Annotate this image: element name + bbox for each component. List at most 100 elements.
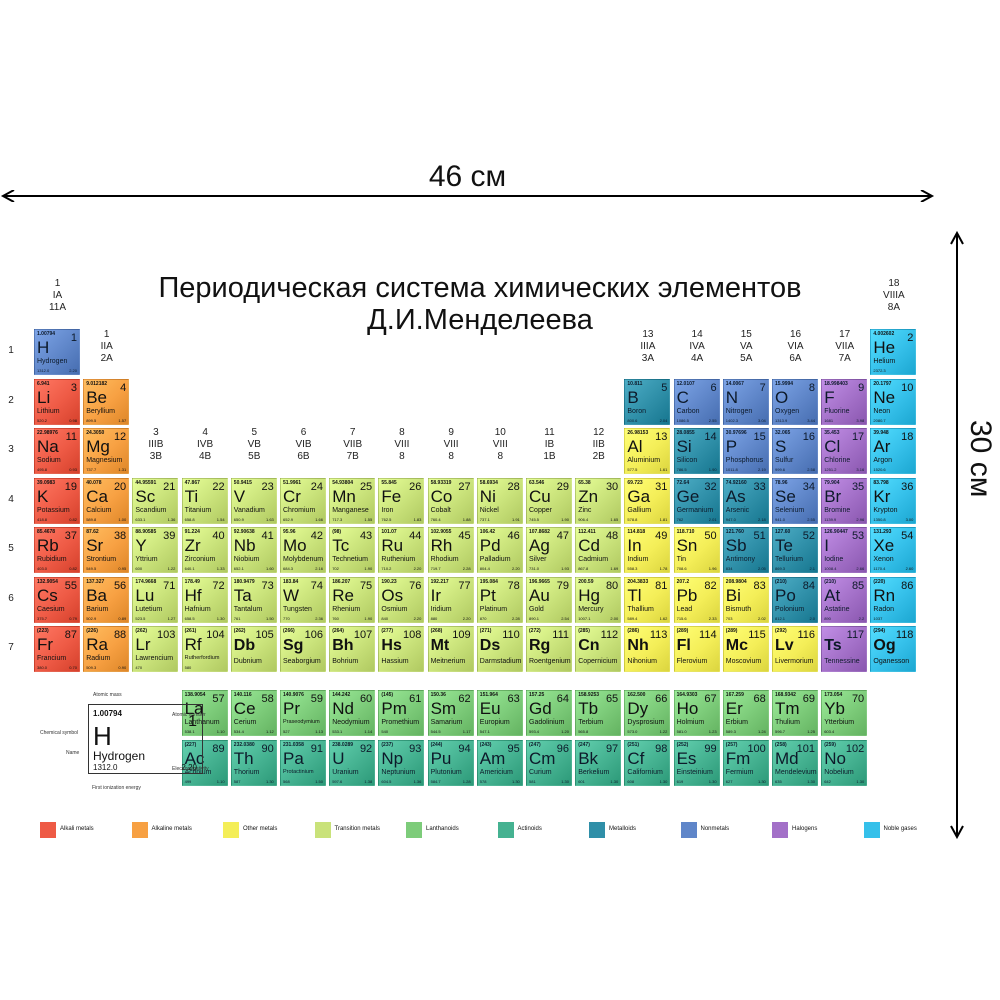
element-name: Copernicium [578,658,617,665]
element-name: Erbium [726,719,748,726]
key-label-number: Atomic number [172,712,206,718]
electronegativity: 2.1 [809,566,815,571]
element-name: Sulfur [775,457,793,464]
atomic-mass: 140.116 [234,692,252,698]
ionization-energy: 658.5 [185,616,195,621]
element-cell-sg: (266) 106 Sg Seaborgium [280,626,326,672]
group-header-line: 3B [131,451,180,463]
element-cell-no: (259) 102 No Nobelium 642 1.30 [821,740,867,786]
electronegativity: 2.05 [758,566,766,571]
ionization-energy: 403.0 [37,566,47,571]
group-header-line: 5 [230,427,279,439]
ionization-energy: 762 [677,517,684,522]
key-label-name: Name [66,750,79,756]
element-cell-po: (210) 84 Po Polonium 812.1 2.0 [772,577,818,623]
atomic-mass: (252) [677,742,689,748]
element-name: Strontium [86,556,116,563]
ionization-energy: 627 [726,779,733,784]
electronegativity: 1.36 [414,779,422,784]
atomic-number: 116 [797,629,815,641]
electronegativity: 1.30 [512,779,520,784]
electronegativity: 1.36 [168,517,176,522]
element-name: Gold [529,606,544,613]
atomic-number: 117 [847,629,865,641]
element-name: Meitnerium [431,658,466,665]
atomic-number: 85 [852,580,864,592]
atomic-number: 23 [262,481,274,493]
element-cell-w: 183.84 74 W Tungsten 770 2.36 [280,577,326,623]
period-label-5: 5 [5,543,17,554]
electronegativity: 2.20 [69,368,77,373]
electronegativity: 2.0 [809,616,815,621]
element-cell-ge: 72.64 32 Ge Germanium 762 2.01 [674,478,720,524]
ionization-energy: 578 [480,779,487,784]
electronegativity: 1.14 [364,729,372,734]
element-name: Californium [627,769,662,776]
element-symbol: Fl [677,637,691,655]
group-header-line: VIB [279,439,328,451]
element-name: Polonium [775,606,804,613]
ionization-energy: 2372.3 [873,368,885,373]
element-name: Einsteinium [677,769,713,776]
element-cell-f: 18.998403 9 F Fluorine 1681 3.98 [821,379,867,425]
atomic-mass: 72.64 [677,480,690,486]
element-symbol: O [775,388,788,408]
atomic-mass: 190.23 [381,579,396,585]
element-symbol: In [627,536,641,556]
element-cell-pd: 106.42 46 Pd Palladium 804.4 2.20 [477,527,523,573]
atomic-mass: (237) [381,742,393,748]
electronegativity: 0.90 [118,665,126,670]
atomic-mass: 178.49 [185,579,200,585]
element-cell-am: (243) 95 Am Americium 578 1.30 [477,740,523,786]
atomic-number: 52 [803,530,815,542]
electronegativity: 2.01 [709,517,717,522]
element-cell-fe: 55.845 26 Fe Iron 762.5 1.83 [378,478,424,524]
period-label-3: 3 [5,444,17,455]
atomic-number: 8 [809,382,815,394]
element-symbol: Sn [677,536,698,556]
atomic-number: 20 [114,481,126,493]
group-header-5: 5 VB 5B [230,427,279,463]
atomic-mass: 39.948 [873,430,888,436]
element-cell-at: (210) 85 At Astatine 890 2.2 [821,577,867,623]
atomic-number: 66 [655,693,667,705]
element-cell-ho: 164.9303 67 Ho Holmium 581.0 1.23 [674,690,720,736]
atomic-mass: 238.0289 [332,742,353,748]
ionization-energy: 770 [283,616,290,621]
group-header-line: 16 [771,329,820,341]
ionization-energy: 565.8 [578,729,588,734]
element-symbol: Ne [873,388,895,408]
atomic-mass: 158.9253 [578,692,599,698]
electronegativity: 0.98 [69,418,77,423]
element-symbol: Cu [529,487,551,507]
element-name: Neodymium [332,719,369,726]
electronegativity: 1.22 [168,566,176,571]
electronegativity: 1.30 [217,616,225,621]
ionization-energy: 578.8 [627,517,637,522]
atomic-mass: 9.012182 [86,381,107,387]
element-name: Gallium [627,507,651,514]
atomic-mass: 126.90447 [824,529,848,535]
element-name: Mercury [578,606,603,613]
ionization-energy: 869.3 [775,566,785,571]
atomic-mass: 91.224 [185,529,200,535]
ionization-energy: 786.5 [677,467,687,472]
group-header-line: IA [33,290,82,302]
atomic-mass: 137.327 [86,579,104,585]
element-name: Selenium [775,507,804,514]
ionization-energy: 581.0 [677,729,687,734]
electronegativity: 2.20 [463,616,471,621]
atomic-number: 43 [360,530,372,542]
element-name: Cerium [234,719,257,726]
legend-label: Halogens [792,826,817,832]
atomic-mass: 79.904 [824,480,839,486]
ionization-energy: 906.4 [578,517,588,522]
electronegativity: 0.95 [118,566,126,571]
atomic-number: 105 [255,629,273,641]
element-symbol: Ru [381,536,403,556]
element-symbol: Ar [873,437,890,457]
legend-label: Metalloids [609,826,636,832]
atomic-number: 12 [114,431,126,443]
group-header-line: 10 [476,427,525,439]
atomic-number: 28 [508,481,520,493]
